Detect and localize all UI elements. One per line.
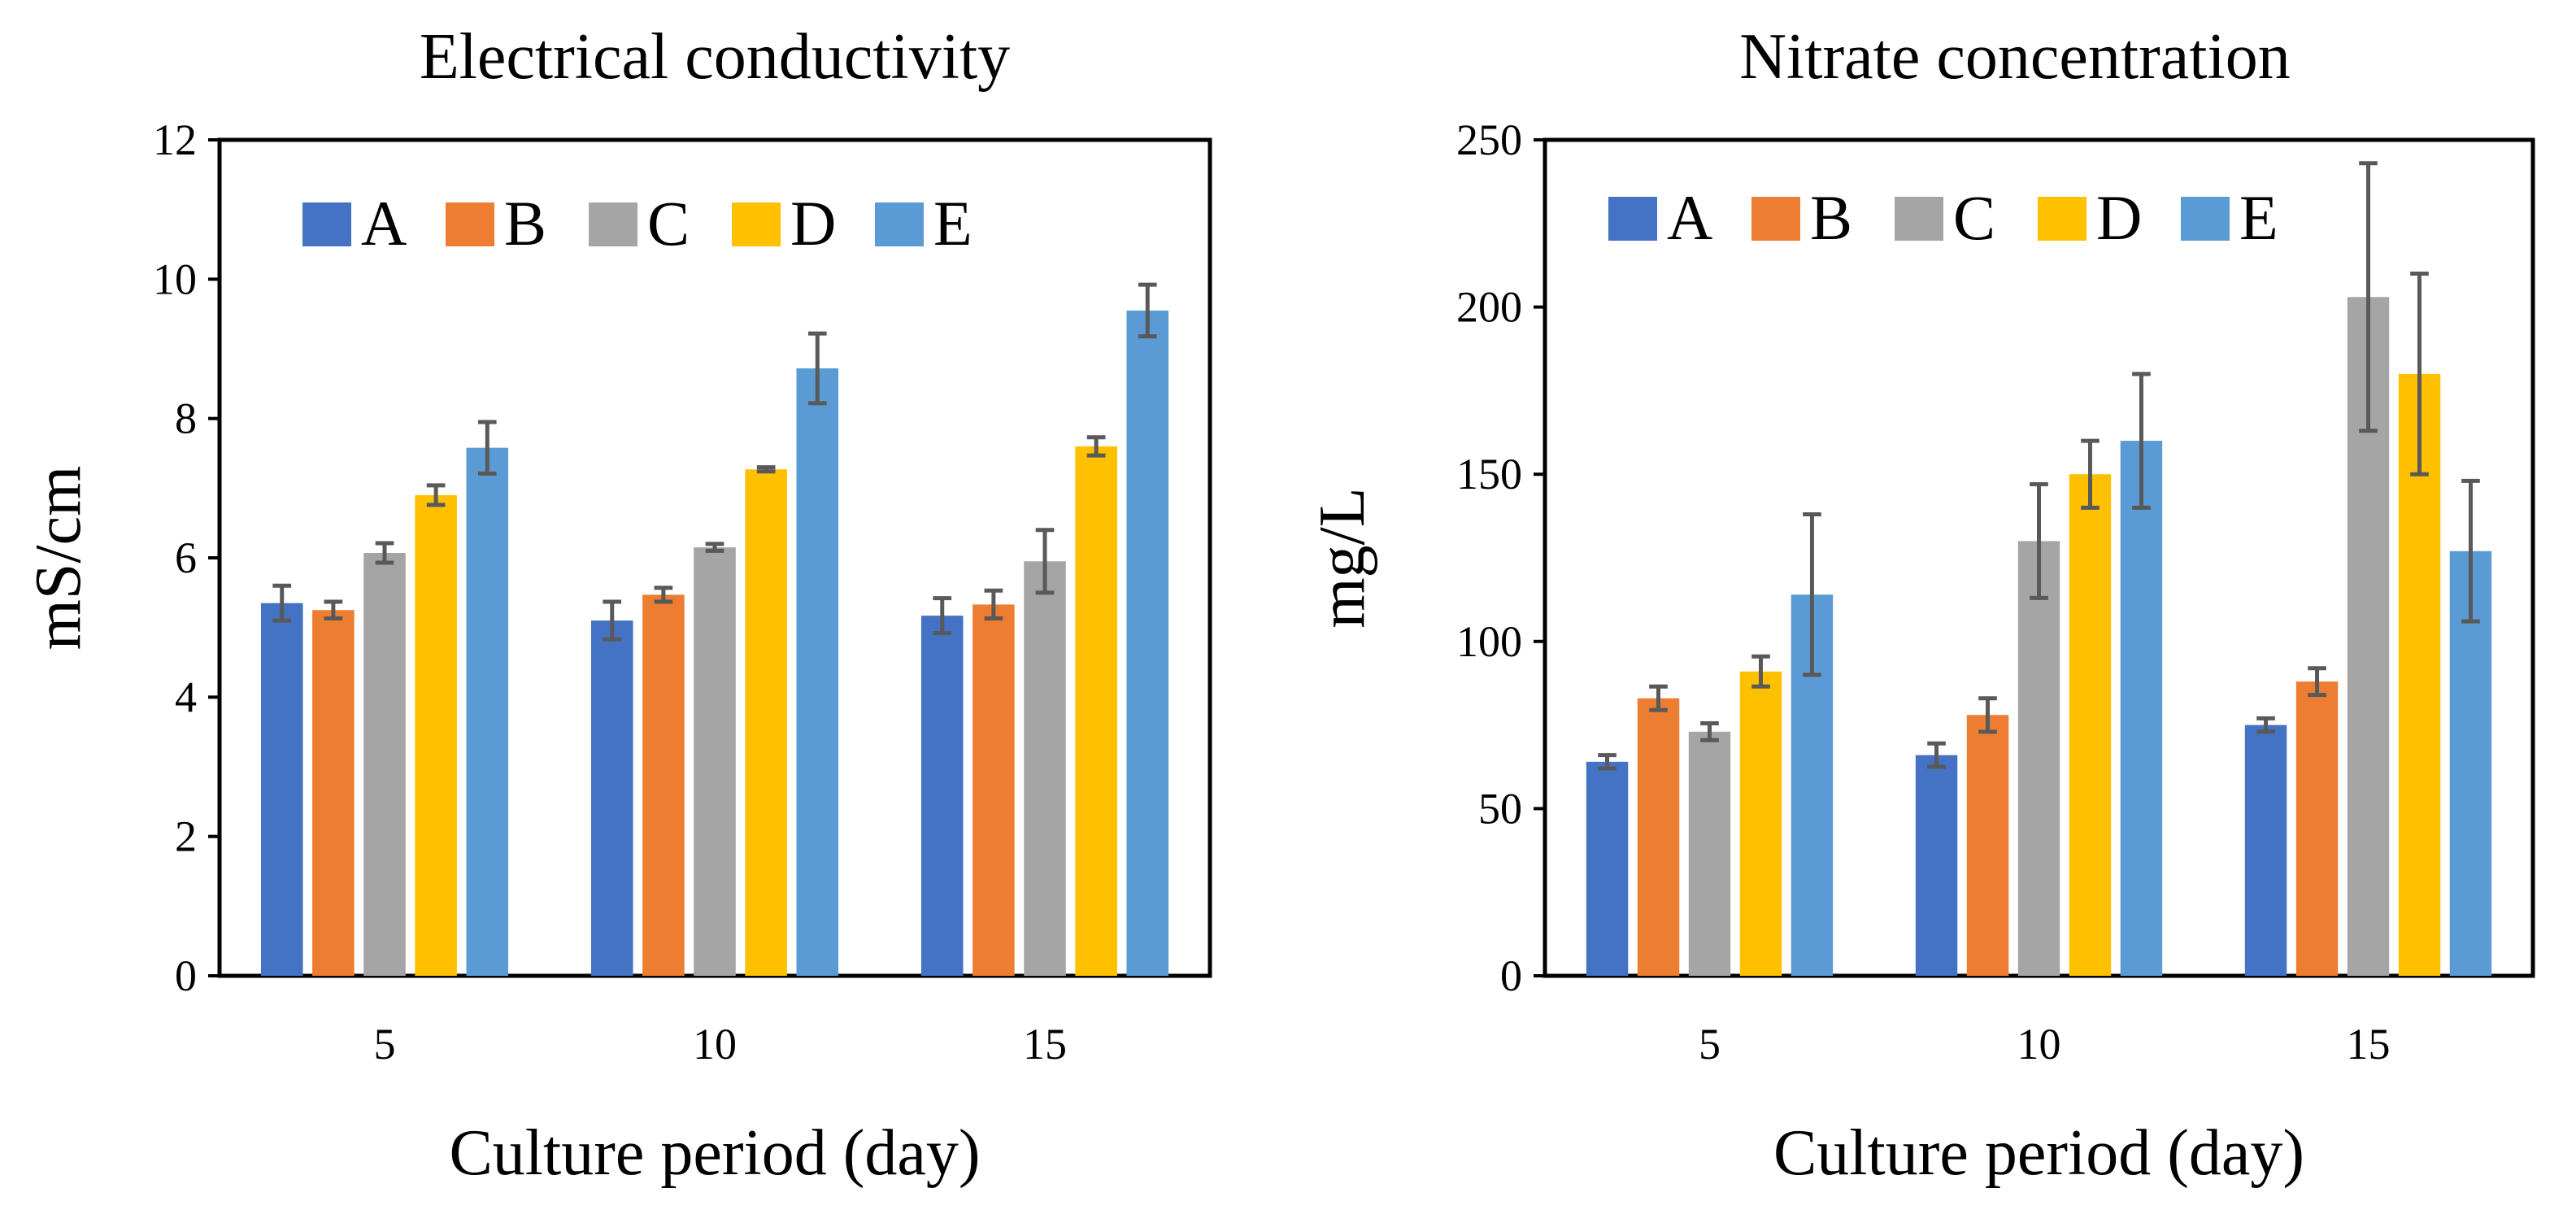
legend-swatch-B bbox=[1751, 197, 1800, 241]
y-tick-label: 200 bbox=[1456, 283, 1522, 332]
y-tick-label: 0 bbox=[175, 951, 197, 1000]
bar-B-5 bbox=[1637, 698, 1680, 976]
x-axis-label: Culture period (day) bbox=[449, 1117, 980, 1189]
bar-D-5 bbox=[415, 494, 457, 976]
bar-B-10 bbox=[642, 594, 685, 976]
y-tick-label: 100 bbox=[1456, 617, 1522, 666]
legend-label-D: D bbox=[2096, 182, 2142, 253]
x-tick-label: 15 bbox=[2347, 1020, 2391, 1068]
bar-B-10 bbox=[1966, 715, 2009, 976]
legend-label-E: E bbox=[2239, 182, 2278, 253]
chart-title: Electrical conductivity bbox=[420, 21, 1010, 93]
legend-label-E: E bbox=[933, 188, 973, 259]
chart-electrical-conductivity: Electrical conductivity 0 2 4 6 8 10 12 mS/cm 5 10… bbox=[23, 21, 1212, 1189]
bar-E-10 bbox=[2120, 441, 2163, 976]
bar-C-5 bbox=[1688, 731, 1731, 976]
y-tick-label: 50 bbox=[1478, 784, 1522, 833]
legend-label-C: C bbox=[647, 188, 690, 259]
y-tick-label: 250 bbox=[1456, 115, 1522, 164]
bar-D-10 bbox=[2069, 474, 2112, 976]
legend-swatch-A bbox=[1608, 197, 1657, 241]
y-tick-label: 150 bbox=[1456, 450, 1522, 498]
bar-A-15 bbox=[920, 616, 964, 976]
legend-swatch-D bbox=[732, 202, 781, 246]
bar-C-10 bbox=[2017, 541, 2060, 976]
legend-label-D: D bbox=[790, 188, 836, 259]
legend-label-A: A bbox=[361, 188, 407, 259]
bar-D-15 bbox=[1075, 446, 1117, 976]
y-tick-label: 8 bbox=[175, 394, 197, 443]
x-tick-label: 10 bbox=[693, 1020, 737, 1068]
y-tick-label: 6 bbox=[175, 533, 197, 582]
legend-label-B: B bbox=[504, 188, 546, 259]
x-axis-label: Culture period (day) bbox=[1773, 1117, 2304, 1189]
bar-A-5 bbox=[260, 603, 303, 976]
legend-swatch-D bbox=[2038, 197, 2086, 241]
bar-E-10 bbox=[796, 368, 839, 976]
bar-E-5 bbox=[466, 447, 509, 976]
legend-swatch-E bbox=[875, 202, 924, 246]
y-axis-label: mS/cm bbox=[23, 466, 94, 651]
bar-E-15 bbox=[1126, 310, 1169, 977]
y-tick-label: 12 bbox=[153, 115, 197, 164]
y-tick-label: 2 bbox=[175, 812, 197, 861]
y-axis-label: mg/L bbox=[1307, 487, 1378, 628]
y-tick-label: 10 bbox=[153, 255, 197, 303]
bar-B-5 bbox=[312, 610, 355, 976]
bar-A-5 bbox=[1586, 761, 1629, 976]
y-tick-label: 0 bbox=[1500, 951, 1522, 1000]
bar-A-10 bbox=[590, 620, 633, 976]
bar-C-10 bbox=[694, 547, 736, 976]
bar-A-15 bbox=[2244, 725, 2287, 976]
chart-title: Nitrate concentration bbox=[1739, 21, 2290, 93]
legend-label-C: C bbox=[1953, 182, 1995, 253]
x-tick-label: 5 bbox=[1699, 1020, 1721, 1068]
bar-C-5 bbox=[363, 553, 406, 976]
legend-label-B: B bbox=[1810, 182, 1852, 253]
legend-swatch-A bbox=[302, 202, 351, 246]
legend-swatch-C bbox=[589, 202, 637, 246]
bar-A-10 bbox=[1915, 755, 1958, 976]
legend-label-A: A bbox=[1667, 182, 1712, 253]
bar-C-15 bbox=[1024, 561, 1066, 976]
legend-swatch-B bbox=[446, 202, 494, 246]
x-tick-label: 15 bbox=[1023, 1020, 1067, 1068]
bar-B-15 bbox=[2295, 681, 2339, 976]
y-tick-label: 4 bbox=[175, 672, 197, 721]
bar-D-5 bbox=[1739, 671, 1782, 976]
legend-swatch-E bbox=[2181, 197, 2230, 241]
legend-swatch-C bbox=[1895, 197, 1943, 241]
bar-B-15 bbox=[973, 604, 1015, 976]
bar-D-10 bbox=[745, 469, 787, 976]
chart-nitrate-concentration: Nitrate concentration 0 50 100 150 200 250 mg/L… bbox=[1307, 21, 2535, 1189]
x-tick-label: 5 bbox=[374, 1020, 396, 1068]
x-tick-label: 10 bbox=[2017, 1020, 2061, 1068]
